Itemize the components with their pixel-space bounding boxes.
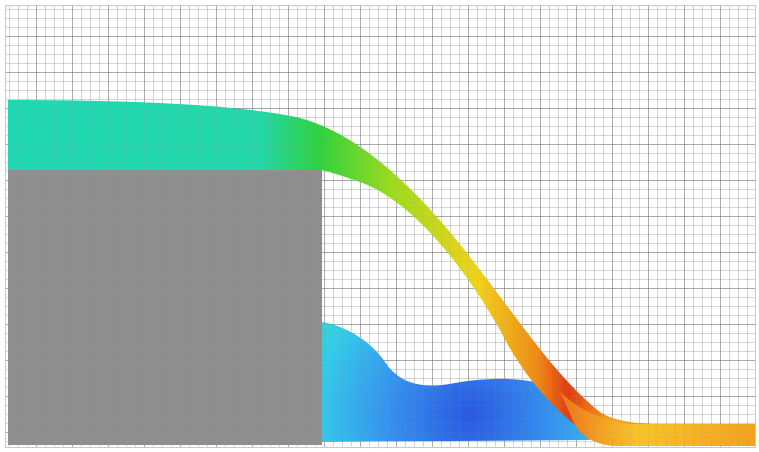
mesh-overlay <box>6 6 755 448</box>
simulation-view <box>0 0 759 452</box>
